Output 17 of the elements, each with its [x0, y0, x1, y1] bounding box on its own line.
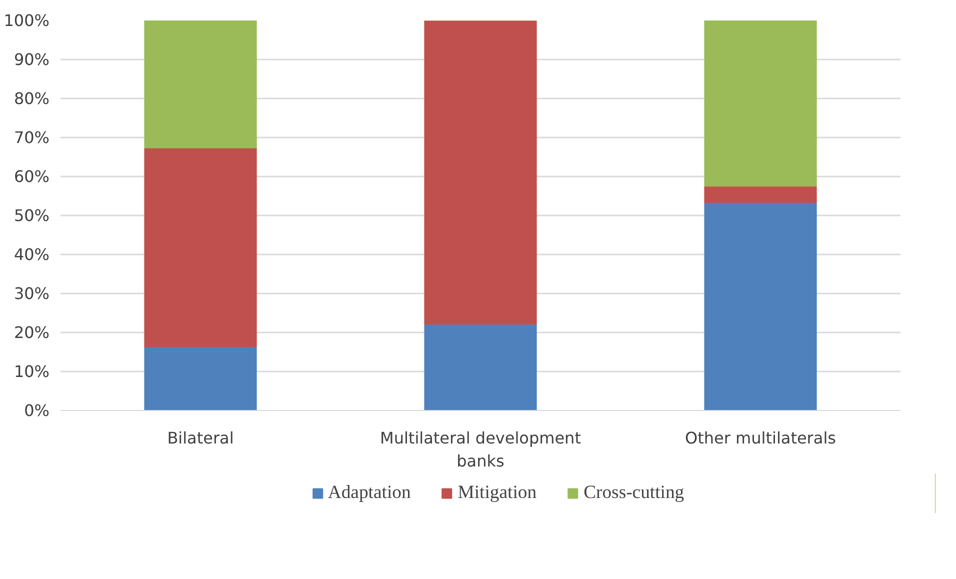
y-tick-label: 20% — [14, 323, 50, 342]
y-tick-label: 80% — [14, 89, 50, 108]
x-tick-label: Other multilaterals — [685, 428, 836, 448]
y-tick-label: 0% — [24, 401, 50, 420]
y-tick-label: 10% — [14, 362, 50, 381]
legend-label: Adaptation — [328, 482, 411, 504]
legend-label: Cross-cutting — [584, 482, 684, 504]
x-tick-label: Multilateral development banks — [380, 428, 581, 470]
y-tick-label: 100% — [4, 11, 50, 30]
legend-label: Mitigation — [458, 482, 537, 504]
y-tick-label: 50% — [14, 206, 50, 225]
y-tick-label: 70% — [14, 128, 50, 147]
y-tick-label: 40% — [14, 245, 50, 264]
x-tick-label: Bilateral — [167, 428, 234, 448]
y-tick-label: 90% — [14, 50, 50, 69]
y-tick-label: 30% — [14, 284, 50, 303]
y-tick-label: 60% — [14, 167, 50, 186]
